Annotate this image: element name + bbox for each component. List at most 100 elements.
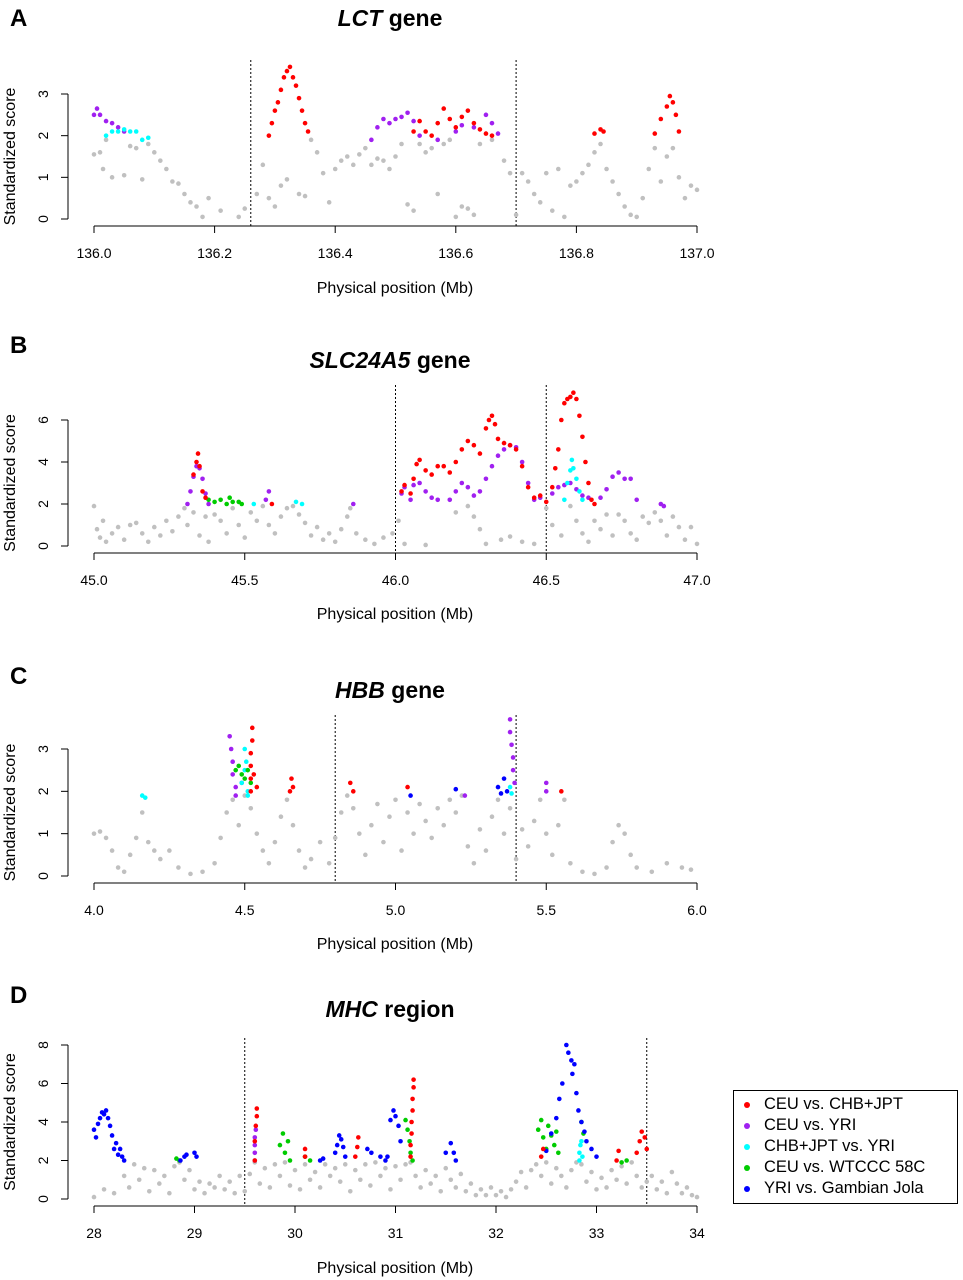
x-tick-label: 46.0 bbox=[382, 572, 409, 588]
point-chb_yri bbox=[507, 784, 513, 790]
point-background bbox=[580, 869, 585, 875]
x-tick-label: 136.8 bbox=[559, 245, 594, 261]
point-ceu_chb bbox=[248, 776, 254, 781]
y-tick-label: 2 bbox=[35, 132, 51, 140]
point-background bbox=[471, 861, 477, 866]
point-background bbox=[314, 150, 320, 155]
point-background bbox=[664, 154, 670, 159]
x-tick-label: 4.5 bbox=[235, 902, 255, 918]
point-ceu_chb bbox=[248, 763, 254, 769]
point-background bbox=[403, 1162, 408, 1167]
point-background bbox=[363, 852, 368, 858]
point-ceu_yri bbox=[495, 131, 501, 136]
point-ceu_yri bbox=[519, 459, 525, 465]
point-ceu_chb bbox=[266, 133, 272, 138]
point-background bbox=[543, 505, 549, 511]
point-background bbox=[357, 152, 362, 157]
point-ceu_yri bbox=[435, 497, 441, 503]
point-ceu_wtccc bbox=[242, 776, 248, 781]
point-ceu_wtccc bbox=[218, 497, 223, 503]
point-ceu_chb bbox=[574, 396, 579, 402]
point-background bbox=[441, 822, 447, 828]
point-background bbox=[290, 503, 296, 509]
point-background bbox=[167, 848, 172, 853]
point-background bbox=[206, 195, 211, 201]
point-chb_yri bbox=[299, 501, 305, 507]
legend-item: CEU vs. YRI bbox=[744, 1115, 957, 1136]
point-background bbox=[109, 848, 115, 853]
point-background bbox=[242, 535, 248, 540]
point-background bbox=[489, 814, 495, 820]
point-background bbox=[589, 1169, 594, 1175]
point-background bbox=[187, 1167, 192, 1173]
point-ceu_chb bbox=[471, 120, 477, 126]
point-ceu_chb bbox=[302, 1146, 308, 1152]
point-background bbox=[257, 1181, 263, 1186]
point-background bbox=[369, 162, 374, 168]
point-yri_gambian bbox=[192, 1150, 197, 1156]
point-ceu_yri bbox=[381, 116, 386, 122]
point-background bbox=[212, 512, 217, 517]
point-background bbox=[562, 797, 567, 803]
point-background bbox=[559, 533, 564, 538]
point-background bbox=[448, 1177, 454, 1183]
point-background bbox=[658, 179, 664, 184]
point-ceu_chb bbox=[408, 1142, 413, 1148]
point-background bbox=[689, 1192, 695, 1198]
point-yri_gambian bbox=[342, 1154, 348, 1159]
point-background bbox=[127, 143, 133, 149]
point-background bbox=[549, 852, 555, 858]
x-tick-label: 47.0 bbox=[683, 572, 710, 588]
point-background bbox=[533, 1162, 539, 1167]
point-background bbox=[312, 1169, 318, 1175]
point-background bbox=[164, 518, 169, 524]
point-chb_yri bbox=[574, 476, 579, 482]
point-ceu_yri bbox=[423, 489, 428, 494]
point-chb_yri bbox=[578, 1142, 583, 1148]
point-background bbox=[531, 818, 537, 824]
point-background bbox=[338, 810, 344, 815]
point-background bbox=[350, 805, 356, 811]
x-tick-label: 28 bbox=[86, 1225, 102, 1241]
point-ceu_chb bbox=[664, 104, 670, 109]
point-ceu_chb bbox=[414, 461, 419, 467]
point-yri_gambian bbox=[554, 1115, 559, 1121]
point-background bbox=[145, 539, 151, 545]
point-background bbox=[543, 170, 549, 176]
point-background bbox=[405, 810, 410, 815]
point-background bbox=[543, 831, 549, 836]
point-ceu_yri bbox=[543, 780, 549, 786]
point-ceu_chb bbox=[411, 1085, 416, 1090]
point-ceu_chb bbox=[278, 87, 284, 93]
point-ceu_yri bbox=[580, 493, 585, 498]
point-ceu_wtccc bbox=[212, 499, 217, 505]
point-background bbox=[97, 535, 103, 540]
point-background bbox=[182, 1177, 187, 1183]
point-background bbox=[396, 518, 401, 524]
point-background bbox=[531, 191, 537, 197]
point-yri_gambian bbox=[378, 1154, 383, 1159]
point-ceu_yri bbox=[598, 495, 603, 501]
point-ceu_chb bbox=[562, 400, 567, 406]
point-background bbox=[287, 1183, 293, 1188]
point-background bbox=[167, 1190, 172, 1196]
point-ceu_chb bbox=[251, 772, 257, 777]
point-ceu_chb bbox=[399, 489, 404, 494]
point-ceu_chb bbox=[571, 390, 576, 396]
legend-marker bbox=[744, 1122, 750, 1129]
point-background bbox=[429, 145, 434, 151]
point-ceu_yri bbox=[509, 742, 514, 748]
point-ceu_wtccc bbox=[410, 1158, 415, 1163]
x-tick-label: 4.0 bbox=[84, 902, 104, 918]
point-background bbox=[676, 524, 682, 530]
point-yri_gambian bbox=[566, 1050, 571, 1055]
point-background bbox=[127, 852, 133, 858]
point-background bbox=[236, 522, 242, 528]
point-background bbox=[498, 537, 504, 542]
point-ceu_chb bbox=[417, 118, 422, 124]
point-ceu_yri bbox=[489, 120, 495, 126]
point-ceu_yri bbox=[109, 120, 115, 126]
point-background bbox=[616, 512, 621, 517]
point-ceu_yri bbox=[252, 1135, 258, 1140]
point-ceu_chb bbox=[642, 1135, 648, 1140]
